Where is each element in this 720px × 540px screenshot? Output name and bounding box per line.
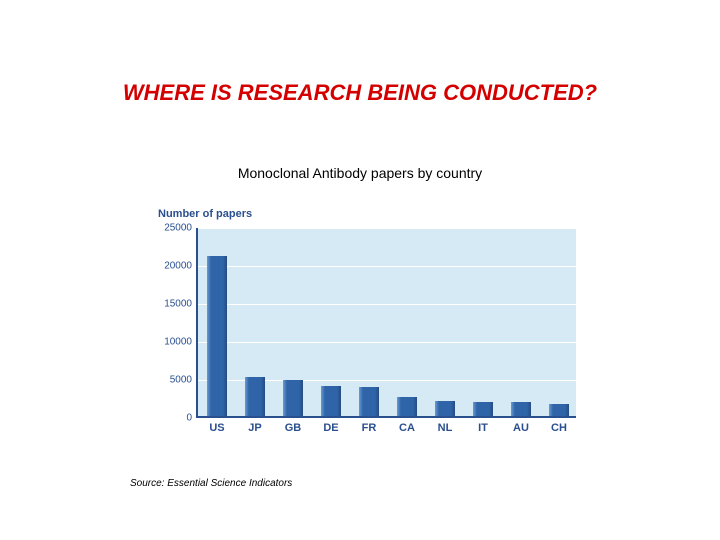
y-tick-label: 10000 [164,337,198,348]
x-tick-label: IT [478,416,488,434]
x-tick-label: DE [323,416,338,434]
bar [549,404,570,416]
x-tick-label: GB [285,416,302,434]
bar [321,386,342,416]
x-tick-label: US [209,416,224,434]
bar [207,256,228,416]
y-axis-title: Number of papers [158,208,252,220]
chart-plot-area: 0500010000150002000025000USJPGBDEFRCANLI… [196,228,576,418]
bar [397,397,418,416]
grid-line [198,228,578,229]
grid-line [198,342,578,343]
grid-line [198,304,578,305]
y-tick-label: 25000 [164,223,198,234]
x-tick-label: FR [362,416,377,434]
source-text: Source: Essential Science Indicators [130,478,292,489]
page-title: WHERE IS RESEARCH BEING CONDUCTED? [0,80,720,106]
x-tick-label: NL [438,416,453,434]
y-tick-label: 20000 [164,261,198,272]
slide: WHERE IS RESEARCH BEING CONDUCTED? Monoc… [0,0,720,540]
bar [245,377,266,416]
bar [359,387,380,416]
x-tick-label: AU [513,416,529,434]
bar [283,380,304,416]
x-tick-label: CA [399,416,415,434]
y-tick-label: 5000 [170,375,198,386]
x-tick-label: JP [248,416,261,434]
x-tick-label: CH [551,416,567,434]
grid-line [198,266,578,267]
y-tick-label: 0 [186,413,198,424]
y-tick-label: 15000 [164,299,198,310]
bar [435,401,456,416]
chart-subtitle: Monoclonal Antibody papers by country [0,165,720,181]
bar [473,402,494,416]
chart-container: Number of papers 05000100001500020000250… [130,210,600,450]
bar [511,402,532,416]
